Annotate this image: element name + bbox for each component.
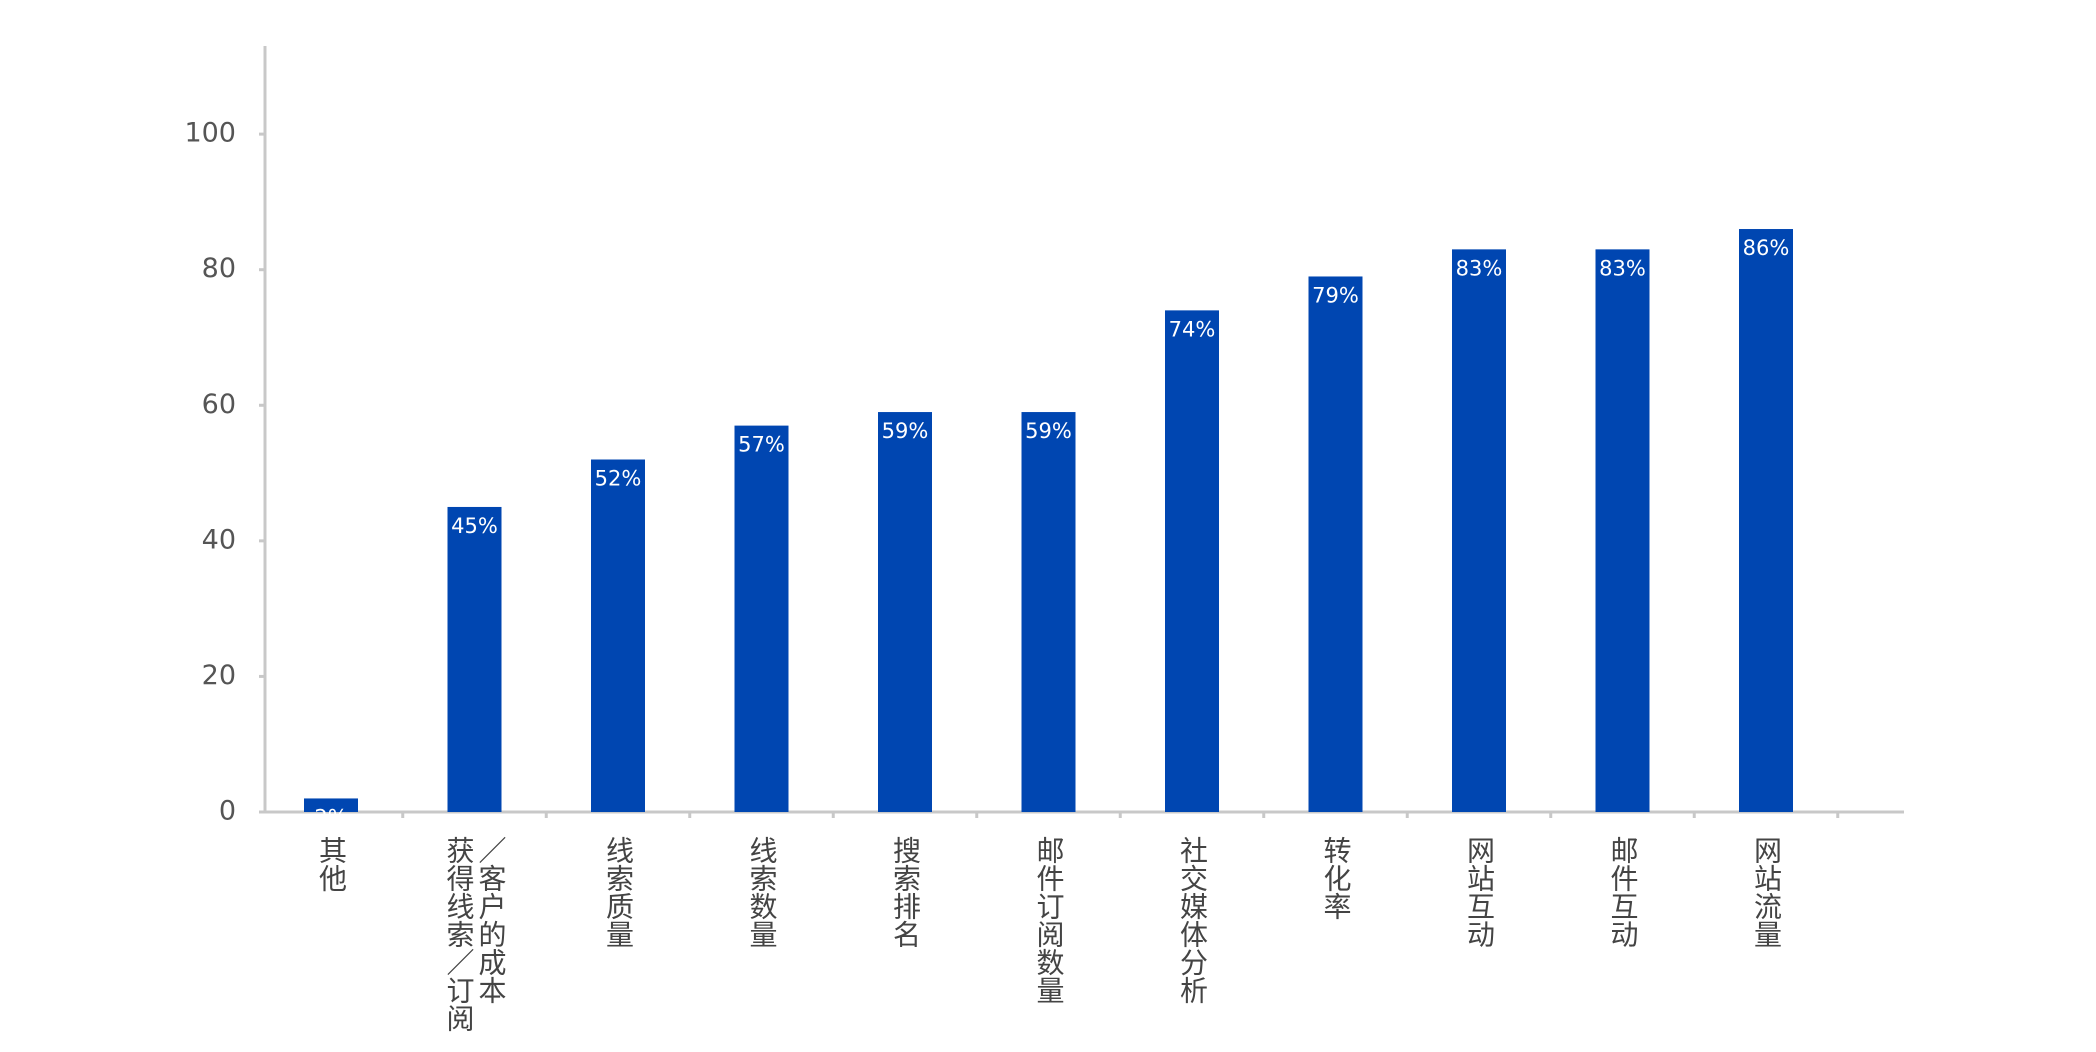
x-tick-label: 邮件互动 [1606, 836, 1640, 948]
value-label: 79% [1312, 283, 1359, 307]
x-tick-label: 网站互动 [1463, 836, 1496, 948]
bar [1165, 310, 1219, 812]
value-label: 74% [1169, 317, 1216, 341]
y-tick-label: 0 [219, 796, 236, 827]
x-tick-label: 搜索排名 [889, 836, 922, 948]
value-label: 45% [451, 514, 498, 538]
bar [304, 798, 358, 812]
y-tick-label: 40 [202, 524, 236, 555]
bar [1595, 249, 1650, 812]
value-label: 83% [1456, 256, 1503, 280]
x-tick-label: 邮件订阅数量 [1032, 836, 1066, 1004]
bar [734, 425, 789, 812]
bar [1739, 229, 1793, 812]
x-tick-label: 网站流量 [1750, 836, 1783, 948]
value-label: 52% [595, 467, 642, 491]
value-label: 2% [314, 805, 347, 829]
bar [878, 412, 932, 812]
value-label: 86% [1743, 236, 1790, 260]
x-tick-label: 社交媒体分析 [1176, 836, 1209, 1004]
x-tick-label: 其他 [315, 836, 348, 892]
x-tick-label: 获得线索／订阅／客户的成本 [442, 836, 508, 1032]
value-label: 59% [1025, 419, 1072, 443]
x-tick-label: 线索质量 [602, 836, 635, 948]
bar [447, 506, 502, 812]
value-label: 83% [1599, 256, 1646, 280]
y-tick-label: 60 [202, 389, 236, 420]
y-tick-label: 100 [184, 118, 236, 149]
y-tick-label: 20 [202, 660, 236, 691]
bar [591, 459, 645, 812]
y-tick-label: 80 [202, 253, 236, 284]
bar [1308, 276, 1363, 812]
value-label: 57% [738, 433, 785, 457]
value-label: 59% [882, 419, 929, 443]
x-tick-label: 转化率 [1319, 836, 1353, 920]
x-tick-label: 线索数量 [745, 836, 779, 948]
bar [1452, 249, 1506, 812]
bar [1021, 412, 1076, 812]
